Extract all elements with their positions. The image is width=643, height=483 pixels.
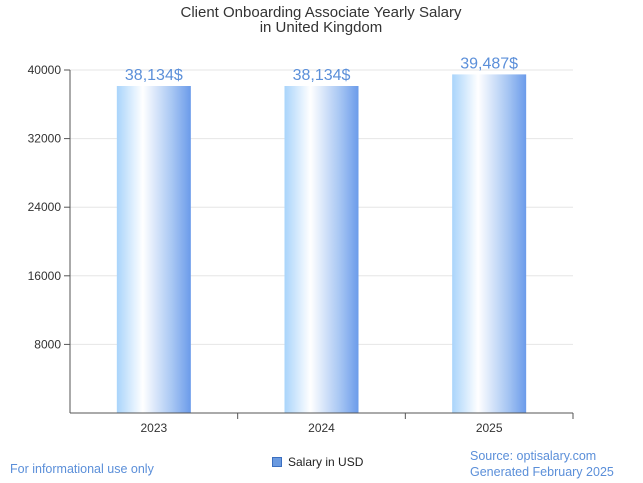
source-text[interactable]: Source: optisalary.com — [470, 449, 597, 463]
disclaimer-note: For informational use only — [10, 462, 154, 476]
x-axis-ticks: 2023 2024 2025 — [140, 413, 574, 435]
x-tick-label: 2023 — [140, 421, 167, 435]
data-label-2024: 38,134$ — [293, 67, 351, 84]
y-tick-label: 32000 — [28, 132, 62, 146]
y-tick-label: 24000 — [28, 200, 62, 214]
generated-text: Generated February 2025 — [470, 465, 614, 479]
chart-title-line-1: Client Onboarding Associate Yearly Salar… — [180, 4, 462, 21]
data-label-2025: 39,487$ — [460, 55, 518, 72]
y-tick-label: 16000 — [28, 269, 62, 283]
bar-2025[interactable] — [452, 74, 527, 413]
y-tick-label: 40000 — [28, 63, 62, 77]
bars — [116, 74, 527, 414]
legend-swatch — [272, 457, 282, 467]
chart-title-line-2: in United Kingdom — [260, 19, 383, 36]
chart-title: Client Onboarding Associate Yearly Salar… — [180, 4, 462, 36]
data-labels: 38,134$ 38,134$ 39,487$ — [125, 55, 518, 84]
y-axis-ticks: 8000 16000 24000 32000 40000 — [28, 63, 70, 351]
x-tick-label: 2025 — [476, 421, 503, 435]
bar-2023[interactable] — [116, 86, 191, 414]
legend-label: Salary in USD — [288, 455, 364, 469]
y-tick-label: 8000 — [34, 337, 61, 351]
axes — [69, 70, 573, 414]
x-tick-label: 2024 — [308, 421, 335, 435]
bar-2024[interactable] — [284, 86, 359, 414]
source-block: Source: optisalary.com Generated Februar… — [470, 448, 614, 480]
data-label-2023: 38,134$ — [125, 67, 183, 84]
legend[interactable]: Salary in USD — [272, 455, 363, 469]
